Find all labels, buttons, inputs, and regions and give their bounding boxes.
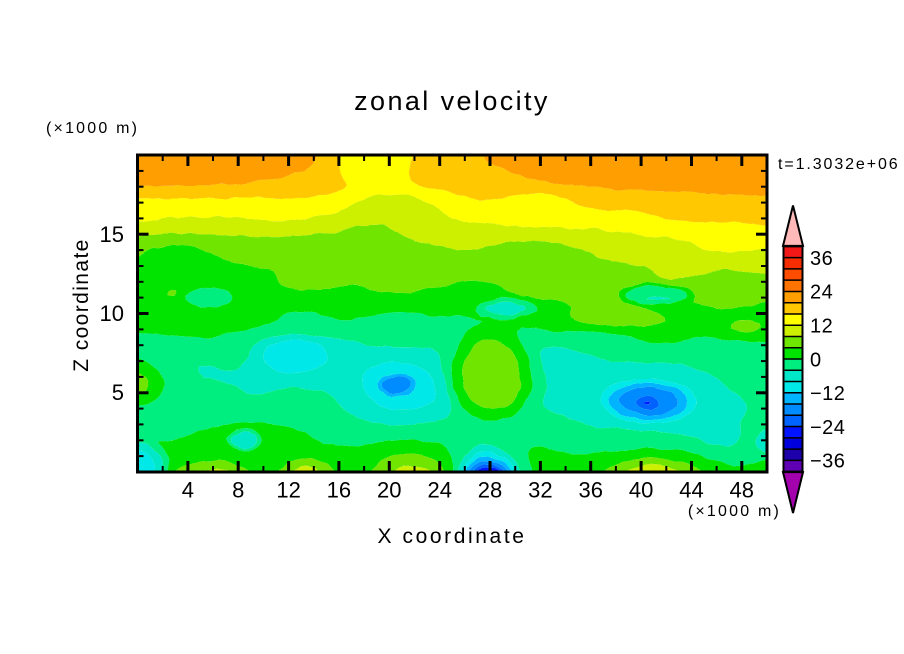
svg-text:−36: −36 [810, 451, 845, 473]
svg-text:24: 24 [810, 282, 833, 304]
svg-text:Z coordinate: Z coordinate [70, 238, 93, 372]
svg-text:0: 0 [810, 349, 822, 371]
svg-text:−24: −24 [810, 417, 845, 439]
svg-text:20: 20 [377, 478, 401, 503]
svg-text:15: 15 [100, 222, 124, 247]
svg-text:12: 12 [810, 316, 833, 338]
svg-text:36: 36 [578, 478, 602, 503]
svg-text:48: 48 [730, 478, 754, 503]
svg-text:28: 28 [478, 478, 502, 503]
svg-text:5: 5 [112, 380, 124, 405]
svg-text:24: 24 [427, 478, 451, 503]
svg-text:44: 44 [679, 478, 703, 503]
svg-text:40: 40 [629, 478, 653, 503]
svg-text:12: 12 [276, 478, 300, 503]
svg-text:(×1000 m): (×1000 m) [46, 120, 139, 137]
svg-text:t=1.3032e+06: t=1.3032e+06 [778, 156, 900, 173]
svg-text:36: 36 [810, 248, 833, 270]
svg-text:(×1000 m): (×1000 m) [688, 503, 781, 520]
svg-text:4: 4 [182, 478, 194, 503]
svg-text:−12: −12 [810, 383, 845, 405]
svg-text:8: 8 [232, 478, 244, 503]
svg-text:10: 10 [100, 301, 124, 326]
svg-text:zonal velocity: zonal velocity [354, 86, 550, 116]
svg-text:16: 16 [327, 478, 351, 503]
svg-text:32: 32 [528, 478, 552, 503]
svg-text:X coordinate: X coordinate [377, 525, 526, 548]
